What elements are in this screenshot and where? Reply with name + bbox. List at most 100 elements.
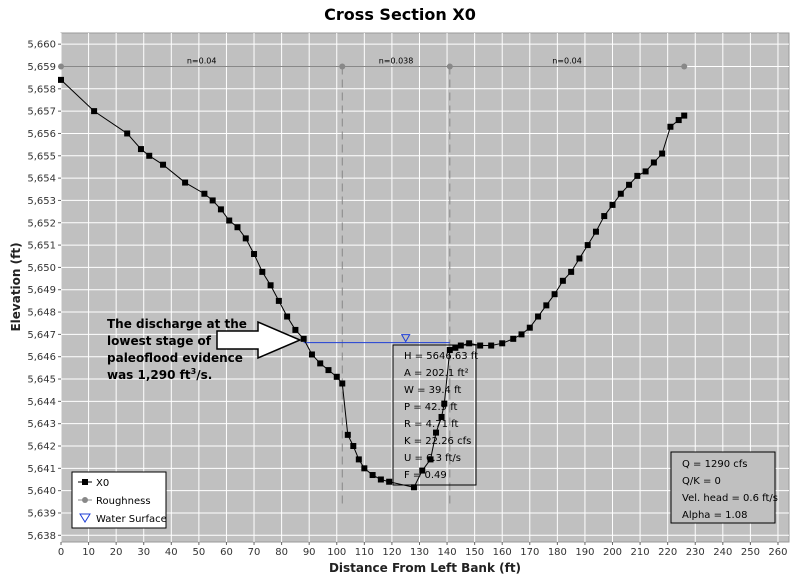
y-tick-label: 5,658 [27,84,56,95]
triangle-down-icon [79,513,91,523]
x0-point [559,277,566,284]
y-tick-label: 5,640 [27,486,56,497]
x-tick-label: 20 [110,547,123,558]
roughness-point [446,63,453,70]
x0-point [226,217,233,224]
x0-point [317,360,324,367]
y-axis-label: Elevation (ft) [9,242,23,331]
results-qk: Q/K = 0 [682,476,721,487]
x-tick-label: 0 [58,547,64,558]
x0-point [333,373,340,380]
annotation-line-4-prefix: was 1,290 ft [107,368,191,382]
x0-point [584,242,591,249]
legend-item-roughness: Roughness [78,496,151,507]
x-tick-label: 80 [275,547,288,558]
y-tick-label: 5,660 [27,40,56,51]
x-tick-label: 160 [493,547,512,558]
y-tick-label: 5,650 [27,263,56,274]
x0-point [438,413,445,420]
x0-point [592,228,599,235]
x0-point [543,302,550,309]
x0-point [124,130,131,137]
x0-point [609,201,616,208]
legend: X0 Roughness Water Surface [71,471,167,529]
x-tick-label: 50 [193,547,206,558]
x0-point [137,146,144,153]
x0-point [58,76,64,83]
roughness-label: n=0.04 [187,56,217,65]
x0-point [526,324,533,331]
x0-point [259,268,266,275]
legend-label-roughness: Roughness [96,496,151,507]
annotation-line-1: The discharge at the [107,317,247,331]
y-tick-label: 5,653 [27,196,56,207]
x0-point [659,150,666,157]
x0-point [344,431,351,438]
x0-point [377,476,384,483]
square-marker-icon [82,479,88,485]
x0-point [488,342,495,349]
x0-point [217,206,224,213]
roughness-label: n=0.04 [552,56,582,65]
y-tick-label: 5,646 [27,352,56,363]
x0-point [300,335,307,342]
x0-point [91,108,98,115]
y-tick-label: 5,643 [27,419,56,430]
annotation-line-2: lowest stage of [107,334,212,348]
x0-point [457,342,464,349]
x-tick-label: 240 [713,547,732,558]
y-tick-label: 5,648 [27,308,56,319]
roughness-label: n=0.038 [379,56,414,65]
x0-point [242,235,249,242]
x0-point [452,344,459,351]
x0-point [601,213,608,220]
x0-point [510,335,517,342]
annotation-line-4-suffix: /s. [196,368,212,382]
x0-point [617,190,624,197]
x-tick-label: 230 [686,547,705,558]
x0-point [355,456,362,463]
x0-point [576,255,583,262]
x-tick-label: 60 [220,547,233,558]
x0-point [361,465,368,472]
roughness-point [58,63,64,70]
x0-point [626,181,633,188]
x-axis-label: Distance From Left Bank (ft) [329,561,521,575]
x0-point [419,467,426,474]
water-surface-series [303,334,450,344]
x0-point [466,340,473,347]
hydraulics-k: K = 22.26 cfs [404,436,471,447]
x-tick-label: 130 [410,547,429,558]
x0-point [251,251,258,258]
y-tick-label: 5,655 [27,151,56,162]
roughness-point [339,63,346,70]
x0-point [681,112,688,119]
x0-point [182,179,189,186]
x0-point [667,123,674,130]
x0-point [284,313,291,320]
y-tick-label: 5,659 [27,62,56,73]
y-tick-label: 5,657 [27,107,56,118]
annotation-line-4-sup: 3 [191,367,197,376]
x-tick-label: 70 [248,547,261,558]
x-tick-label: 30 [137,547,150,558]
x-tick-label: 120 [382,547,401,558]
y-tick-label: 5,644 [27,397,56,408]
results-q: Q = 1290 cfs [682,459,747,470]
y-tick-label: 5,652 [27,218,56,229]
x-tick-label: 210 [631,547,650,558]
x0-point [535,313,542,320]
hydraulics-a: A = 202.1 ft² [404,368,469,379]
water-surface-marker [400,334,411,343]
x0-point [518,331,525,338]
y-axis-ticks: 5,638 5,639 5,640 5,641 5,642 5,643 5,644 5,645… [27,40,61,542]
x-tick-label: 200 [603,547,622,558]
y-tick-label: 5,651 [27,241,56,252]
x-tick-label: 100 [327,547,346,558]
x-axis-ticks: 0 10 20 30 40 50 60 70 80 90 100 110 120 130 140 150 160… [58,542,788,558]
x0-point [339,380,346,387]
y-tick-label: 5,641 [27,464,56,475]
x0-point [441,400,448,407]
